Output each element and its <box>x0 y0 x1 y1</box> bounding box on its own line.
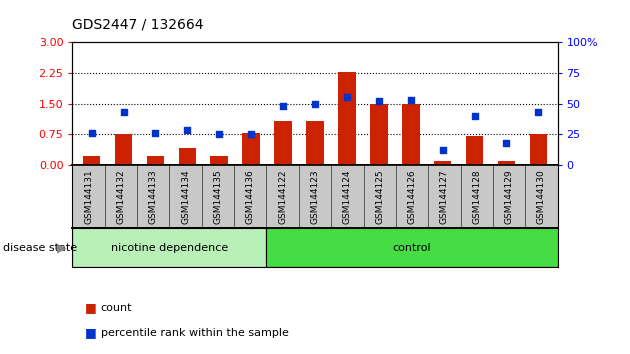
Bar <box>83 156 100 165</box>
Bar <box>147 156 164 165</box>
Text: GSM144130: GSM144130 <box>537 169 546 224</box>
Point <box>501 140 512 145</box>
Text: GSM144122: GSM144122 <box>278 169 287 224</box>
Text: ▶: ▶ <box>57 241 66 254</box>
Bar <box>530 134 547 165</box>
Bar <box>402 104 420 165</box>
Point <box>469 113 479 119</box>
Point <box>151 130 161 136</box>
Bar <box>72 228 266 267</box>
Text: count: count <box>101 303 132 313</box>
Point <box>118 109 129 115</box>
Text: GSM144129: GSM144129 <box>505 169 513 224</box>
Point <box>342 95 352 100</box>
Bar <box>274 121 292 165</box>
Point <box>534 109 544 115</box>
Bar <box>338 72 356 165</box>
Text: GSM144123: GSM144123 <box>311 169 319 224</box>
Text: ■: ■ <box>85 326 97 339</box>
Point <box>246 131 256 137</box>
Text: GSM144131: GSM144131 <box>84 169 93 224</box>
Text: disease state: disease state <box>3 243 77 253</box>
Bar <box>434 161 452 165</box>
Text: GSM144136: GSM144136 <box>246 169 255 224</box>
Text: GSM144133: GSM144133 <box>149 169 158 224</box>
Text: nicotine dependence: nicotine dependence <box>111 243 228 253</box>
Text: GSM144124: GSM144124 <box>343 169 352 224</box>
Text: GSM144126: GSM144126 <box>408 169 416 224</box>
Bar <box>115 134 132 165</box>
Point <box>86 130 96 136</box>
Bar <box>466 136 483 165</box>
Text: GSM144125: GSM144125 <box>375 169 384 224</box>
Point <box>374 98 384 104</box>
Text: percentile rank within the sample: percentile rank within the sample <box>101 328 289 338</box>
Text: GSM144135: GSM144135 <box>214 169 222 224</box>
Bar <box>243 133 260 165</box>
Point <box>278 103 288 109</box>
Point <box>310 101 320 107</box>
Point <box>214 131 224 137</box>
Point <box>438 147 448 153</box>
Point <box>406 97 416 103</box>
Text: GSM144132: GSM144132 <box>117 169 125 224</box>
Text: GSM144134: GSM144134 <box>181 169 190 224</box>
Text: GDS2447 / 132664: GDS2447 / 132664 <box>72 18 204 32</box>
Bar <box>370 104 387 165</box>
Point <box>182 127 192 133</box>
Bar <box>306 121 324 165</box>
Bar <box>498 161 515 165</box>
Text: ■: ■ <box>85 302 97 314</box>
Bar <box>178 148 196 165</box>
Text: control: control <box>392 243 432 253</box>
Bar <box>266 228 558 267</box>
Text: GSM144128: GSM144128 <box>472 169 481 224</box>
Text: GSM144127: GSM144127 <box>440 169 449 224</box>
Bar <box>210 156 228 165</box>
